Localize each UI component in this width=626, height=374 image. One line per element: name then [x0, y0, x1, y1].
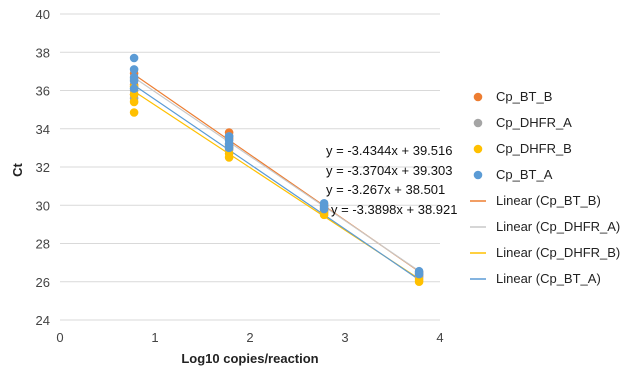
data-point — [129, 53, 139, 63]
data-point — [414, 269, 424, 279]
data-points — [129, 53, 424, 287]
x-tick-label: 4 — [436, 330, 443, 345]
legend-label: Linear (Cp_DHFR_A) — [496, 219, 620, 234]
x-tick-labels: 0 1 2 3 4 — [56, 330, 443, 345]
x-tick-label: 0 — [56, 330, 63, 345]
data-point — [129, 108, 139, 117]
legend-marker — [473, 170, 483, 180]
y-tick-label: 24 — [36, 313, 50, 328]
x-axis-title: Log10 copies/reaction — [181, 351, 318, 366]
legend-label: Cp_BT_A — [496, 167, 553, 182]
y-tick-label: 40 — [36, 7, 50, 22]
legend-label: Linear (Cp_BT_B) — [496, 193, 601, 208]
equation-cp-bt-a: y = -3.3898x + 38.921 — [331, 202, 457, 217]
data-point — [414, 277, 424, 287]
y-tick-label: 26 — [36, 275, 50, 290]
x-tick-label: 2 — [246, 330, 253, 345]
trendlines — [133, 73, 420, 281]
equation-cp-dhfr-b: y = -3.267x + 38.501 — [326, 182, 445, 197]
y-tick-labels: 24 26 28 30 32 34 36 38 40 — [36, 7, 50, 328]
data-point — [129, 65, 139, 74]
legend-marker — [473, 92, 483, 102]
legend-label: Cp_DHFR_B — [496, 141, 572, 156]
y-tick-label: 30 — [36, 198, 50, 213]
y-tick-label: 36 — [36, 84, 50, 99]
legend: Cp_BT_B Cp_DHFR_A Cp_DHFR_B Cp_BT_A Linear (… — [470, 89, 620, 286]
x-tick-label: 3 — [341, 330, 348, 345]
equation-cp-dhfr-a: y = -3.3704x + 39.303 — [326, 163, 452, 178]
data-point — [129, 76, 139, 86]
legend-label: Linear (Cp_BT_A) — [496, 271, 601, 286]
y-axis-title: Ct — [10, 162, 25, 176]
legend-marker — [473, 144, 483, 154]
legend-label: Linear (Cp_DHFR_B) — [496, 245, 620, 260]
x-tick-label: 1 — [151, 330, 158, 345]
trendline — [133, 77, 420, 272]
data-point — [319, 204, 329, 214]
y-tick-label: 34 — [36, 122, 50, 137]
y-tick-label: 28 — [36, 237, 50, 252]
legend-label: Cp_DHFR_A — [496, 115, 572, 130]
data-point — [224, 143, 234, 153]
legend-label: Cp_BT_B — [496, 89, 552, 104]
y-tick-label: 38 — [36, 45, 50, 60]
data-point — [129, 97, 139, 107]
data-point — [224, 153, 234, 162]
equation-cp-bt-b: y = -3.4344x + 39.516 — [326, 143, 452, 158]
y-tick-label: 32 — [36, 160, 50, 175]
legend-marker — [473, 118, 483, 128]
data-point — [129, 84, 139, 93]
trendline — [133, 84, 420, 281]
